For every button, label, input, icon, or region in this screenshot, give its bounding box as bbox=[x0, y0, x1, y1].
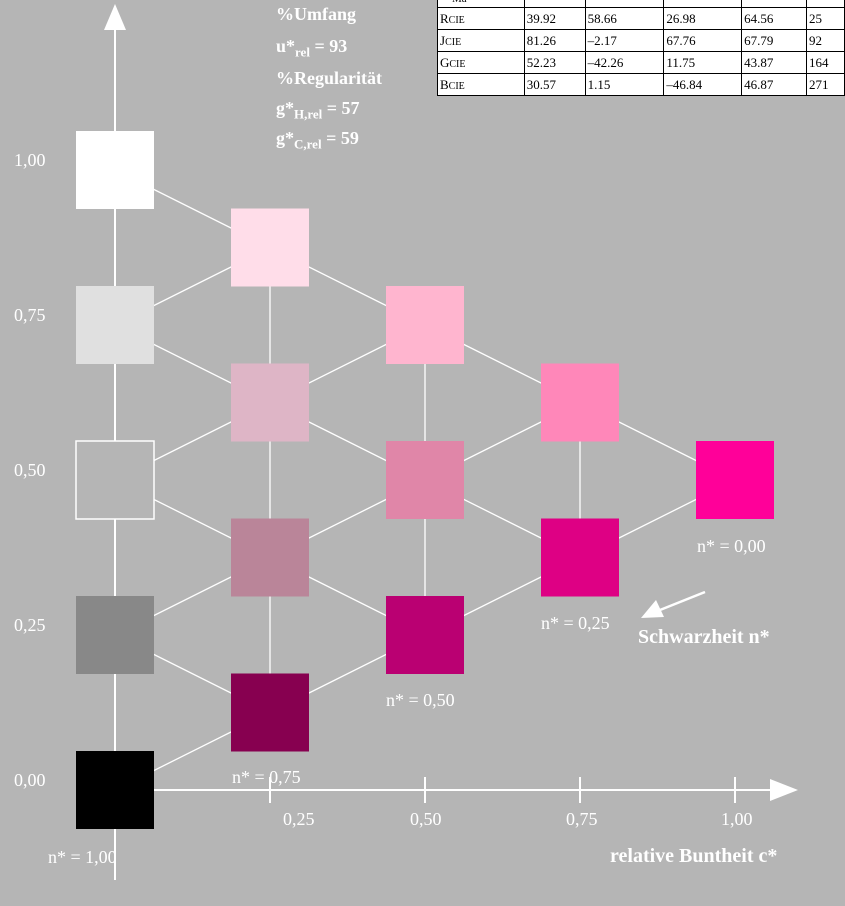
table-cell: 39.92 bbox=[523, 7, 586, 30]
color-patches bbox=[75, 131, 774, 829]
n-label-075: n* = 0,75 bbox=[232, 767, 301, 787]
x-tick-label: 0,25 bbox=[283, 809, 315, 829]
x-axis-title: relative Buntheit c* bbox=[610, 845, 778, 867]
table-row: Ma bbox=[437, 0, 845, 8]
table-cell: 58.66 bbox=[584, 7, 665, 30]
color-patch-6 bbox=[231, 363, 309, 442]
table-row: GCIE 52.23 –42.26 11.75 43.87 164 bbox=[437, 51, 845, 74]
table-cell: 25 bbox=[806, 7, 845, 30]
color-patch-0 bbox=[76, 131, 154, 209]
y-tick-label: 1,00 bbox=[14, 150, 46, 170]
x-tick-label: 0,75 bbox=[566, 809, 598, 829]
table-cell: 67.76 bbox=[663, 29, 743, 52]
color-patch-14 bbox=[696, 441, 774, 519]
schwarzheit-pointer bbox=[641, 590, 706, 618]
color-patch-5 bbox=[231, 208, 309, 287]
y-tick-label: 0,25 bbox=[14, 615, 46, 635]
row-name: BCIE bbox=[437, 73, 525, 96]
table-cell: 43.87 bbox=[741, 51, 808, 74]
color-patch-8 bbox=[231, 673, 309, 752]
color-patch-10 bbox=[386, 441, 464, 519]
y-axis-arrow bbox=[104, 4, 126, 30]
color-patch-13 bbox=[541, 518, 619, 597]
n-label-050: n* = 0,50 bbox=[386, 690, 455, 710]
color-patch-12 bbox=[541, 363, 619, 442]
table-cell: 92 bbox=[806, 29, 845, 52]
table-cell: –46.84 bbox=[663, 73, 743, 96]
cie-data-table: Ma RCIE 39.92 58.66 26.98 64.56 25 JCIE … bbox=[437, 0, 845, 96]
schwarzheit-label: Schwarzheit n* bbox=[638, 626, 770, 648]
n-label-025: n* = 0,25 bbox=[541, 613, 610, 633]
table-row: RCIE 39.92 58.66 26.98 64.56 25 bbox=[437, 7, 845, 30]
color-patch-4 bbox=[76, 751, 154, 829]
table-cell: 164 bbox=[806, 51, 845, 74]
n-label-000: n* = 0,00 bbox=[697, 536, 766, 556]
table-cell: Ma bbox=[437, 0, 525, 8]
table-cell: 26.98 bbox=[663, 7, 743, 30]
color-patch-3 bbox=[76, 596, 154, 674]
table-cell: 67.79 bbox=[741, 29, 808, 52]
color-patch-2 bbox=[75, 440, 155, 520]
n-label-100: n* = 1,00 bbox=[48, 847, 117, 867]
x-axis-arrow bbox=[770, 779, 798, 801]
color-patch-11 bbox=[386, 596, 464, 674]
table-cell: 81.26 bbox=[523, 29, 586, 52]
color-patch-9 bbox=[386, 286, 464, 364]
table-cell: 271 bbox=[806, 73, 845, 96]
y-tick-label: 0,00 bbox=[14, 770, 46, 790]
table-cell: 52.23 bbox=[523, 51, 586, 74]
color-patch-7 bbox=[231, 518, 309, 597]
table-cell: –2.17 bbox=[584, 29, 665, 52]
table-cell: 30.57 bbox=[523, 73, 586, 96]
g-c-rel-metric: g*C,rel = 59 bbox=[276, 128, 359, 152]
u-rel-metric: u*rel = 93 bbox=[276, 36, 348, 60]
table-cell: 1.15 bbox=[584, 73, 665, 96]
row-name: JCIE bbox=[437, 29, 525, 52]
y-tick-label: 0,75 bbox=[14, 305, 46, 325]
y-tick-label: 0,50 bbox=[14, 460, 46, 480]
umfang-label: %Umfang bbox=[276, 4, 356, 24]
regularitaet-label: %Regularität bbox=[276, 68, 382, 88]
row-name: RCIE bbox=[437, 7, 525, 30]
table-cell: 64.56 bbox=[741, 7, 808, 30]
table-cell: 11.75 bbox=[663, 51, 743, 74]
color-patch-1 bbox=[76, 286, 154, 364]
table-cell: –42.26 bbox=[584, 51, 665, 74]
table-cell: 46.87 bbox=[741, 73, 808, 96]
g-h-rel-metric: g*H,rel = 57 bbox=[276, 98, 360, 122]
x-tick-label: 0,50 bbox=[410, 809, 442, 829]
row-name: GCIE bbox=[437, 51, 525, 74]
table-row: JCIE 81.26 –2.17 67.76 67.79 92 bbox=[437, 29, 845, 52]
x-tick-label: 1,00 bbox=[721, 809, 753, 829]
table-row: BCIE 30.57 1.15 –46.84 46.87 271 bbox=[437, 73, 845, 96]
